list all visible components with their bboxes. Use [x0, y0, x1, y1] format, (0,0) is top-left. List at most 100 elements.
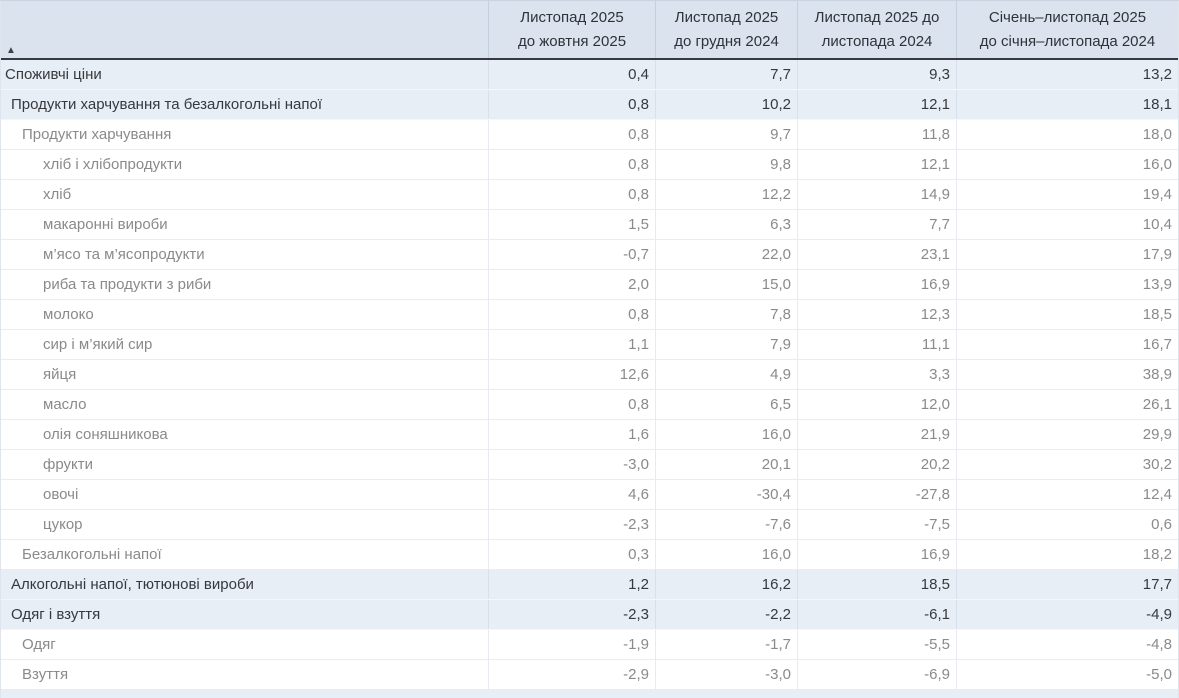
- row-category-cell: хліб і хлібопродукти: [1, 150, 488, 179]
- row-value-month-to-same-month: -27,8: [797, 480, 956, 509]
- column-header-jan-nov2025-vs-jan-nov2024[interactable]: Січень–листопад 2025 до січня–листопада …: [956, 1, 1178, 58]
- row-value-month-to-prev-month: 1,1: [488, 330, 655, 359]
- row-value-month-to-same-month: 12,1: [797, 90, 956, 119]
- column-header-line: Січень–листопад 2025: [988, 9, 1147, 26]
- row-category-cell: сир і м’який сир: [1, 330, 488, 359]
- table-row[interactable]: масло 0,8 6,5 12,0 26,1: [1, 390, 1178, 420]
- table-row[interactable]: Продукти харчування 0,8 9,7 11,8 18,0: [1, 120, 1178, 150]
- row-value-month-to-dec: 6,3: [655, 210, 797, 239]
- row-value-month-to-dec: 4,9: [655, 360, 797, 389]
- table-body: Споживчі ціни 0,4 7,7 9,3 13,2 Продукти …: [1, 60, 1178, 690]
- row-value-month-to-same-month: 21,9: [797, 420, 956, 449]
- row-value-cumulative: 10,4: [956, 210, 1178, 239]
- row-value-month-to-same-month: 12,1: [797, 150, 956, 179]
- row-value-month-to-same-month: 11,1: [797, 330, 956, 359]
- table-row[interactable]: Продукти харчування та безалкогольні нап…: [1, 90, 1178, 120]
- row-category-cell: фрукти: [1, 450, 488, 479]
- row-value-cumulative: 16,7: [956, 330, 1178, 359]
- table-row[interactable]: цукор -2,3 -7,6 -7,5 0,6: [1, 510, 1178, 540]
- table-row[interactable]: макаронні вироби 1,5 6,3 7,7 10,4: [1, 210, 1178, 240]
- column-header-nov2025-vs-nov2024[interactable]: Листопад 2025 до листопада 2024: [797, 1, 956, 58]
- row-value-month-to-dec: -2,2: [655, 600, 797, 629]
- row-value-month-to-prev-month: 0,8: [488, 120, 655, 149]
- row-value-month-to-dec: -3,0: [655, 660, 797, 689]
- row-category-label: Одяг: [22, 636, 56, 653]
- row-value-month-to-dec: 7,8: [655, 300, 797, 329]
- row-value-month-to-dec: 9,7: [655, 120, 797, 149]
- column-header-nov2025-vs-oct2025[interactable]: Листопад 2025 до жовтня 2025: [488, 1, 655, 58]
- table-row-partial[interactable]: [1, 690, 1178, 698]
- table-row[interactable]: Одяг і взуття -2,3 -2,2 -6,1 -4,9: [1, 600, 1178, 630]
- table-row[interactable]: Споживчі ціни 0,4 7,7 9,3 13,2: [1, 60, 1178, 90]
- row-value-month-to-prev-month: 0,8: [488, 150, 655, 179]
- row-value-month-to-prev-month: 2,0: [488, 270, 655, 299]
- table-row[interactable]: Одяг -1,9 -1,7 -5,5 -4,8: [1, 630, 1178, 660]
- row-value-month-to-same-month: 12,0: [797, 390, 956, 419]
- row-value-month-to-dec: -30,4: [655, 480, 797, 509]
- row-value-month-to-dec: 16,0: [655, 540, 797, 569]
- row-value-month-to-same-month: 3,3: [797, 360, 956, 389]
- row-category-cell: олія соняшникова: [1, 420, 488, 449]
- row-value-month-to-prev-month: -2,3: [488, 600, 655, 629]
- row-value-month-to-prev-month: -3,0: [488, 450, 655, 479]
- row-value-cumulative: 18,0: [956, 120, 1178, 149]
- table-row[interactable]: олія соняшникова 1,6 16,0 21,9 29,9: [1, 420, 1178, 450]
- row-value-month-to-same-month: 11,8: [797, 120, 956, 149]
- row-category-label: хліб: [43, 186, 72, 203]
- row-value-month-to-same-month: 9,3: [797, 60, 956, 89]
- row-category-cell: м’ясо та м’ясопродукти: [1, 240, 488, 269]
- table-row[interactable]: фрукти -3,0 20,1 20,2 30,2: [1, 450, 1178, 480]
- table-row[interactable]: молоко 0,8 7,8 12,3 18,5: [1, 300, 1178, 330]
- row-category-cell: Одяг: [1, 630, 488, 659]
- column-header-line: Листопад 2025: [520, 9, 624, 26]
- row-value-month-to-prev-month: 4,6: [488, 480, 655, 509]
- row-value-cumulative: 17,9: [956, 240, 1178, 269]
- table-row[interactable]: м’ясо та м’ясопродукти -0,7 22,0 23,1 17…: [1, 240, 1178, 270]
- row-value-cumulative: 13,2: [956, 60, 1178, 89]
- row-value-month-to-dec: 22,0: [655, 240, 797, 269]
- row-value-month-to-same-month: 12,3: [797, 300, 956, 329]
- column-header-category[interactable]: ▲: [1, 1, 488, 58]
- row-category-cell: Продукти харчування: [1, 120, 488, 149]
- row-value-cumulative: -5,0: [956, 660, 1178, 689]
- row-category-label: хліб і хлібопродукти: [43, 156, 183, 173]
- row-value-month-to-prev-month: -0,7: [488, 240, 655, 269]
- row-category-label: олія соняшникова: [43, 426, 168, 443]
- row-category-label: цукор: [43, 516, 83, 533]
- table-row[interactable]: Безалкогольні напої 0,3 16,0 16,9 18,2: [1, 540, 1178, 570]
- row-value-month-to-dec: 6,5: [655, 390, 797, 419]
- row-value-cumulative: 16,0: [956, 150, 1178, 179]
- table-header-row: ▲ Листопад 2025 до жовтня 2025 Листопад …: [1, 1, 1178, 60]
- row-category-cell: Одяг і взуття: [1, 600, 488, 629]
- row-value-cumulative: 18,5: [956, 300, 1178, 329]
- row-value-month-to-same-month: 16,9: [797, 270, 956, 299]
- row-value-month-to-prev-month: -2,9: [488, 660, 655, 689]
- row-category-cell: Споживчі ціни: [1, 60, 488, 89]
- table-row[interactable]: Взуття -2,9 -3,0 -6,9 -5,0: [1, 660, 1178, 690]
- table-row[interactable]: хліб і хлібопродукти 0,8 9,8 12,1 16,0: [1, 150, 1178, 180]
- row-category-cell: хліб: [1, 180, 488, 209]
- row-category-label: Споживчі ціни: [5, 66, 102, 83]
- table-row[interactable]: Алкогольні напої, тютюнові вироби 1,2 16…: [1, 570, 1178, 600]
- table-row[interactable]: овочі 4,6 -30,4 -27,8 12,4: [1, 480, 1178, 510]
- row-value-month-to-prev-month: 1,6: [488, 420, 655, 449]
- table-row[interactable]: риба та продукти з риби 2,0 15,0 16,9 13…: [1, 270, 1178, 300]
- table-row[interactable]: сир і м’який сир 1,1 7,9 11,1 16,7: [1, 330, 1178, 360]
- row-category-cell: масло: [1, 390, 488, 419]
- table-row[interactable]: хліб 0,8 12,2 14,9 19,4: [1, 180, 1178, 210]
- table-row[interactable]: яйця 12,6 4,9 3,3 38,9: [1, 360, 1178, 390]
- column-header-line: Листопад 2025: [674, 9, 779, 26]
- row-value-month-to-dec: 7,9: [655, 330, 797, 359]
- row-category-label: яйця: [43, 366, 77, 383]
- row-value-month-to-same-month: -6,9: [797, 660, 956, 689]
- row-value-cumulative: 19,4: [956, 180, 1178, 209]
- row-value-cumulative: 30,2: [956, 450, 1178, 479]
- row-category-cell: риба та продукти з риби: [1, 270, 488, 299]
- row-category-cell: цукор: [1, 510, 488, 539]
- column-header-nov2025-vs-dec2024[interactable]: Листопад 2025 до грудня 2024: [655, 1, 797, 58]
- row-value-month-to-same-month: 18,5: [797, 570, 956, 599]
- row-category-label: Одяг і взуття: [11, 606, 101, 623]
- row-value-month-to-prev-month: 12,6: [488, 360, 655, 389]
- row-value-month-to-dec: 12,2: [655, 180, 797, 209]
